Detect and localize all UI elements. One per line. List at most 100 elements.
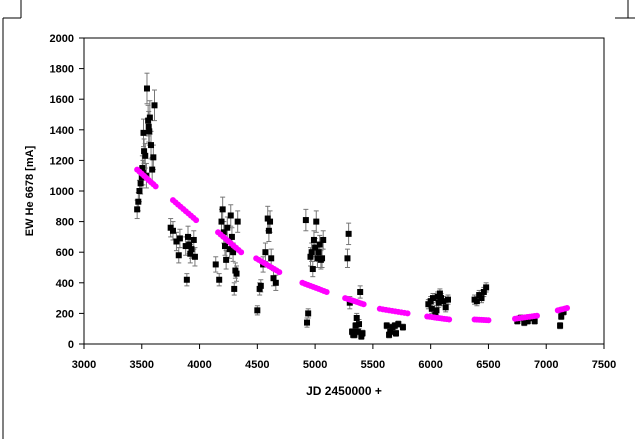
observed-point	[304, 319, 311, 326]
observed-point	[256, 285, 263, 292]
observed-point	[137, 180, 144, 187]
observed-point	[310, 236, 317, 243]
observed-point	[226, 246, 233, 253]
observed-point	[315, 249, 322, 256]
observed-point	[353, 314, 360, 321]
observed-point	[145, 117, 152, 124]
model-point	[404, 310, 411, 317]
observed-point	[191, 253, 198, 260]
observed-point	[345, 230, 352, 237]
observed-point	[346, 299, 353, 306]
observed-point	[173, 238, 180, 245]
observed-point	[425, 301, 432, 308]
observed-point	[309, 266, 316, 273]
model-point	[193, 217, 200, 224]
observed-point	[391, 322, 398, 329]
observed-point	[314, 255, 321, 262]
observed-point	[141, 148, 148, 155]
observed-point	[305, 310, 312, 317]
observed-point	[140, 129, 147, 136]
observed-point	[212, 261, 219, 268]
x-tick-label: 4000	[187, 359, 211, 371]
observed-point	[218, 218, 225, 225]
observed-point	[438, 295, 445, 302]
y-tick-label: 1600	[50, 94, 74, 106]
observed-point	[359, 330, 366, 337]
observed-point	[386, 331, 393, 338]
observed-point	[233, 270, 240, 277]
y-tick-label: 0	[68, 339, 74, 351]
observed-point	[139, 165, 146, 172]
observed-point	[445, 296, 451, 303]
observed-point	[136, 188, 143, 194]
observed-point	[145, 123, 152, 130]
observed-point	[183, 276, 190, 283]
x-axis: 3000 3500 4000 4500 5000 5500 6000 6500 7000 7500	[72, 344, 616, 371]
observed-point	[349, 328, 356, 335]
y-tick-label: 600	[56, 247, 74, 259]
observed-point	[134, 206, 141, 213]
observed-point	[227, 212, 234, 219]
observed-point	[480, 288, 487, 295]
observed-point	[427, 298, 434, 305]
y-tick-label: 1200	[50, 155, 74, 167]
observed-point	[356, 321, 363, 328]
y-axis-label: EW He 6678 [mA]	[24, 145, 36, 236]
y-tick-label: 800	[56, 217, 74, 229]
observed-point	[270, 275, 277, 282]
observed-point	[185, 233, 191, 240]
observed-point	[387, 328, 394, 335]
x-tick-label: 6000	[418, 359, 442, 371]
model-point	[564, 305, 571, 312]
observed-point	[135, 198, 142, 205]
observed-point	[531, 318, 538, 325]
y-tick-label: 1800	[50, 64, 74, 76]
observed-point	[175, 252, 182, 259]
observed-point	[521, 319, 528, 326]
observed-point	[312, 244, 319, 251]
model-point	[360, 301, 367, 308]
observed-point	[352, 322, 359, 329]
observed-point	[478, 295, 485, 302]
observed-point	[234, 218, 241, 225]
observed-point	[232, 267, 239, 274]
observed-point	[220, 229, 227, 236]
observed-point	[219, 206, 226, 213]
observed-point	[524, 318, 531, 325]
model-point	[533, 312, 540, 319]
observed-point	[557, 322, 564, 329]
observed-point	[150, 154, 157, 161]
observed-point	[436, 290, 443, 297]
observed-point	[307, 253, 314, 260]
observed-point	[313, 218, 320, 225]
model-point	[276, 269, 283, 276]
observed-point	[354, 328, 361, 335]
observed-point	[351, 331, 358, 338]
model-point	[152, 183, 159, 190]
observed-point	[216, 276, 223, 283]
observed-point	[257, 282, 264, 289]
observed-point	[429, 295, 436, 302]
observed-point	[176, 235, 183, 242]
y-tick-label: 2000	[50, 33, 74, 45]
observed-point	[224, 224, 231, 231]
x-tick-label: 5500	[361, 359, 385, 371]
observed-point	[383, 322, 390, 329]
x-tick-label: 5000	[303, 359, 327, 371]
y-tick-label: 1400	[50, 125, 74, 137]
observed-point	[435, 299, 442, 306]
x-tick-label: 4500	[245, 359, 269, 371]
observed-point	[268, 255, 275, 262]
observed-point	[440, 298, 447, 305]
observed-point	[146, 114, 153, 121]
series-observed	[134, 85, 567, 340]
observed-point	[320, 236, 327, 243]
observed-point	[151, 102, 158, 109]
observed-point	[272, 279, 279, 286]
observed-point	[262, 249, 269, 256]
x-tick-label: 3500	[130, 359, 154, 371]
x-tick-label: 7000	[534, 359, 558, 371]
observed-point	[142, 152, 149, 159]
observed-point	[316, 241, 323, 248]
observed-point	[395, 321, 402, 328]
